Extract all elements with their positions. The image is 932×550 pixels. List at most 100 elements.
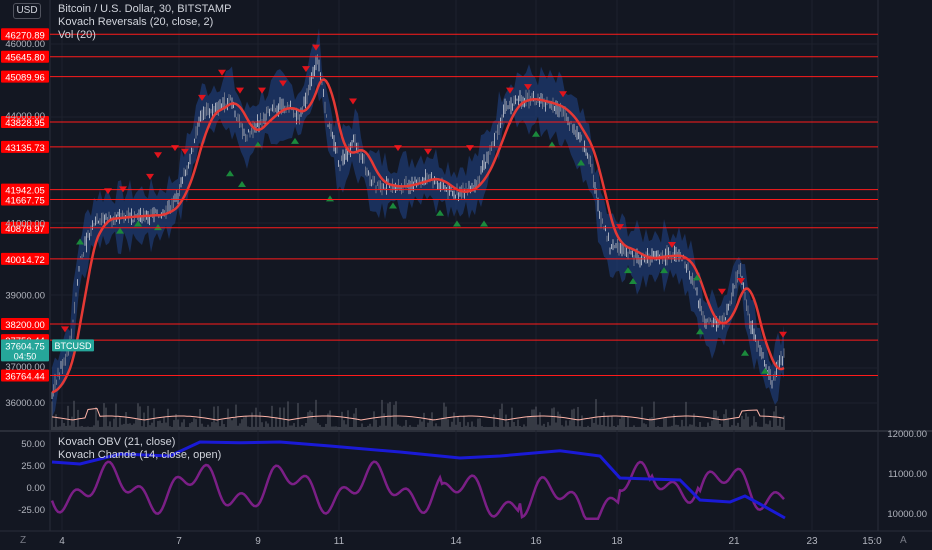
buy-marker (134, 220, 142, 227)
price-tick: 39000.00 (5, 290, 45, 301)
sell-marker (181, 148, 189, 155)
oscillator-tick: -25.00 (18, 505, 45, 516)
kovach-ma-line (51, 78, 785, 394)
sell-marker (737, 277, 745, 284)
time-tick: 9 (255, 536, 261, 547)
sell-marker (506, 87, 514, 94)
sell-marker (279, 80, 287, 87)
sell-marker (218, 69, 226, 76)
buy-marker (696, 328, 704, 335)
price-tick: 37000.00 (5, 362, 45, 373)
buy-marker (238, 181, 246, 188)
moving-average-line (51, 78, 785, 394)
buy-marker (76, 238, 84, 245)
candles (51, 54, 785, 400)
buy-marker (741, 349, 749, 356)
buy-marker (660, 267, 668, 274)
symbol-badge[interactable]: BTCUSD (54, 341, 92, 351)
sell-marker (718, 288, 726, 295)
volume-bars (51, 399, 785, 430)
level-label: 40014.72 (5, 255, 45, 266)
lower-pane: 50.00 25.00 0.00 -25.00 12000.00 11000.00 1000… (18, 429, 927, 521)
sell-marker (236, 87, 244, 94)
buy-marker (693, 274, 701, 281)
auto-scale-toggle[interactable]: A (900, 535, 907, 546)
level-label-bg (1, 221, 49, 234)
level-label-bg (1, 115, 49, 128)
buy-marker (254, 141, 262, 148)
legend-kovach-chande[interactable]: Kovach Chande (14, close, open) (58, 449, 222, 461)
legend-kovach-obv[interactable]: Kovach OBV (21, close) (58, 436, 176, 448)
zoom-toggle[interactable]: Z (20, 535, 27, 546)
level-label: 41942.05 (5, 186, 45, 197)
chart-title[interactable]: Bitcoin / U.S. Dollar, 30, BITSTAMP (58, 3, 232, 15)
sell-marker (154, 152, 162, 159)
price-tick: 41000.00 (5, 219, 45, 230)
buy-marker (453, 220, 461, 227)
time-tick: 16 (530, 536, 542, 547)
buy-marker (480, 220, 488, 227)
volatility-band (52, 28, 784, 418)
sell-marker (61, 326, 69, 333)
price-tick: 36000.00 (5, 398, 45, 409)
level-label: 45089.96 (5, 73, 45, 84)
current-price: 37604.75 (5, 341, 45, 352)
legend-kovach-reversals[interactable]: Kovach Reversals (20, close, 2) (58, 16, 214, 28)
buy-marker (624, 267, 632, 274)
time-tick: 23 (806, 536, 818, 547)
sell-marker (424, 148, 432, 155)
time-tick: 21 (728, 536, 740, 547)
buy-marker (761, 367, 769, 374)
current-price-badge (1, 339, 49, 362)
oscillator-tick: 50.00 (21, 439, 45, 450)
currency-badge[interactable]: USD (13, 3, 41, 19)
price-levels: 46270.89 45645.80 45089.96 43828.95 43135.73… (1, 28, 878, 383)
level-label-bg (1, 50, 49, 63)
obv-tick: 12000.00 (887, 429, 927, 440)
obv-line (51, 440, 786, 520)
time-tick: 4 (59, 536, 65, 547)
buy-marker (532, 130, 540, 137)
level-label-bg (1, 318, 49, 331)
sell-marker (146, 173, 154, 180)
sell-marker (616, 224, 624, 231)
level-label: 40879.97 (5, 224, 45, 235)
buy-marker (577, 159, 585, 166)
time-tick: 15:0 (862, 536, 882, 547)
level-label-bg (1, 183, 49, 196)
buy-marker (226, 170, 234, 177)
sell-marker (524, 84, 532, 91)
sell-marker (198, 94, 206, 101)
buy-marker (389, 202, 397, 209)
chande-line (50, 460, 785, 521)
level-label: 36764.44 (5, 372, 45, 383)
obv-tick: 10000.00 (887, 509, 927, 520)
level-label: 45645.80 (5, 53, 45, 64)
level-label-bg (1, 28, 49, 41)
symbol-badge-bg[interactable] (52, 339, 94, 352)
oscillator-tick: 0.00 (27, 483, 46, 494)
buy-marker (116, 227, 124, 234)
buy-marker (548, 141, 556, 148)
volume-ma-line (51, 407, 785, 421)
level-label: 38200.00 (5, 320, 45, 331)
buy-marker (154, 224, 162, 231)
time-tick: 11 (334, 536, 345, 547)
buy-marker (291, 137, 299, 144)
sell-marker (258, 87, 266, 94)
sell-marker (668, 242, 676, 249)
level-label-bg (1, 369, 49, 382)
obv-tick: 11000.00 (888, 469, 927, 480)
level-label: 46270.89 (5, 30, 45, 41)
legend-vol[interactable]: Vol (20) (58, 29, 96, 41)
time-tick: 7 (176, 536, 182, 547)
sell-marker (312, 44, 320, 51)
level-label-bg (1, 140, 49, 153)
sell-marker (349, 98, 357, 105)
sell-marker (779, 331, 787, 338)
countdown: 04:50 (14, 351, 37, 361)
price-tick: 46000.00 (5, 39, 45, 50)
level-label-bg (1, 193, 49, 206)
level-label-bg (1, 252, 49, 265)
